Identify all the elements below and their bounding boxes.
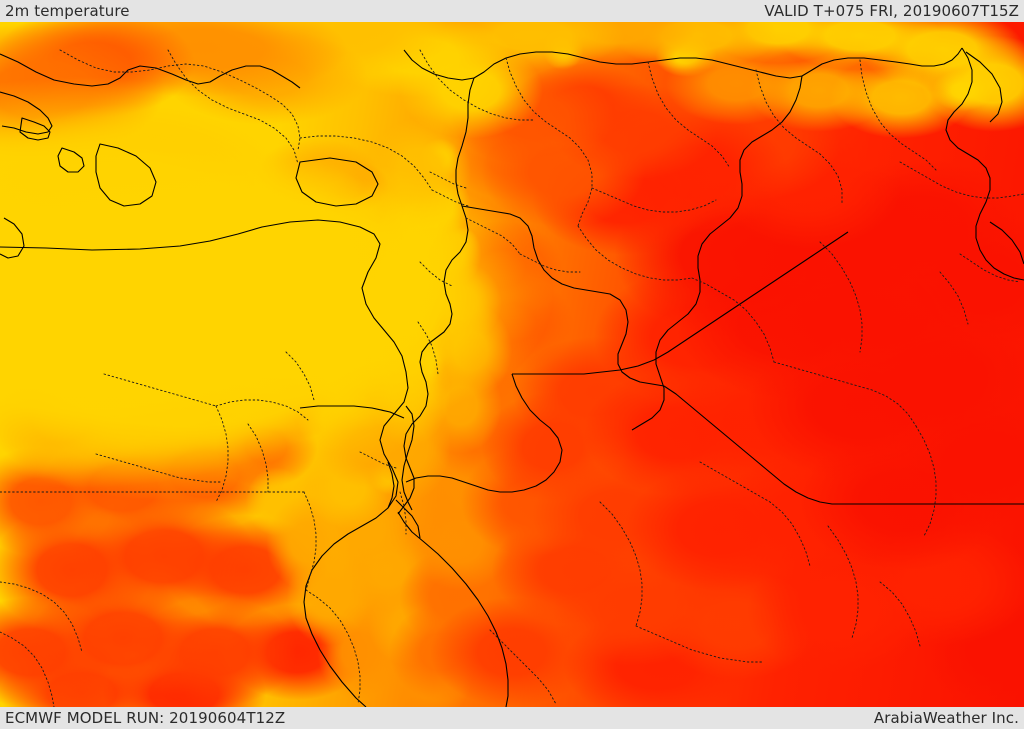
temperature-map-viewport[interactable] [0,22,1024,707]
admin-border-13 [819,241,863,353]
admin-border-33 [417,321,439,375]
admin-border-0 [59,49,301,151]
admin-border-34 [399,491,407,535]
coastline-1 [0,53,301,89]
country-border-6 [405,373,563,493]
admin-border-28 [0,581,83,653]
admin-border-26 [247,423,269,493]
admin-border-9 [899,161,1024,199]
admin-border-paths [0,49,1024,707]
admin-border-41 [879,581,921,647]
admin-border-1 [167,49,299,165]
admin-border-40 [939,271,969,325]
country-border-5 [512,231,849,375]
temperature-field-canvas [0,22,1024,707]
admin-border-3 [419,49,535,121]
admin-border-35 [465,217,521,255]
country-border-1 [945,47,1024,281]
admin-border-7 [755,69,843,205]
country-border-8 [299,405,405,419]
coastline-5 [95,143,157,207]
admin-border-15 [699,461,811,567]
coastline-0 [0,219,409,707]
provider-attribution: ArabiaWeather Inc. [873,709,1019,727]
admin-border-30 [429,171,467,189]
admin-border-11 [691,277,775,363]
country-border-7 [663,385,1024,505]
admin-border-37 [359,451,397,469]
coastline-8 [401,405,415,511]
footer-bar: ECMWF MODEL RUN: 20190604T12Z ArabiaWeat… [0,707,1024,729]
admin-border-18 [489,629,557,705]
admin-border-23 [95,453,223,483]
country-border-10 [387,461,395,509]
coastline-4 [57,147,85,173]
coastline-7 [295,157,379,207]
admin-border-38 [285,351,315,401]
admin-border-12 [773,361,917,427]
coastline-6 [0,217,25,259]
coastline-11 [965,51,1003,123]
model-run-label: ECMWF MODEL RUN: 20190604T12Z [5,709,286,727]
coastline-9 [397,511,509,707]
admin-border-8 [859,59,937,171]
admin-border-21 [215,405,229,503]
admin-border-5 [591,187,717,213]
country-border-9 [395,499,421,539]
admin-border-20 [103,373,217,407]
admin-border-39 [959,253,1021,283]
geography-overlay [0,47,1024,707]
admin-border-36 [519,253,581,273]
country-border-2 [631,75,803,431]
admin-border-29 [0,631,55,707]
admin-border-17 [635,625,763,663]
admin-border-14 [915,425,937,537]
admin-border-25 [303,491,317,591]
admin-border-6 [647,61,731,169]
admin-border-4 [505,57,593,227]
country-border-4 [461,205,665,387]
country-border-3 [397,77,475,515]
coastline-2 [0,91,53,135]
admin-border-32 [419,261,453,287]
header-bar: 2m temperature VALID T+075 FRI, 20190607… [0,0,1024,22]
country-border-0 [403,47,963,81]
coastline-paths [0,51,1024,707]
admin-border-31 [431,189,469,207]
forecast-valid-time: VALID T+075 FRI, 20190607T15Z [764,2,1019,20]
coastline-10 [989,221,1024,265]
admin-border-27 [305,589,361,705]
admin-border-22 [215,399,309,421]
country-border-paths [299,47,1024,539]
coastline-3 [19,117,51,141]
admin-border-16 [599,501,643,627]
admin-border-2 [299,135,433,191]
map-parameter-title: 2m temperature [5,2,130,20]
temperature-colorfill-blobs [0,22,1024,707]
admin-border-19 [827,525,859,639]
admin-border-10 [577,225,693,281]
